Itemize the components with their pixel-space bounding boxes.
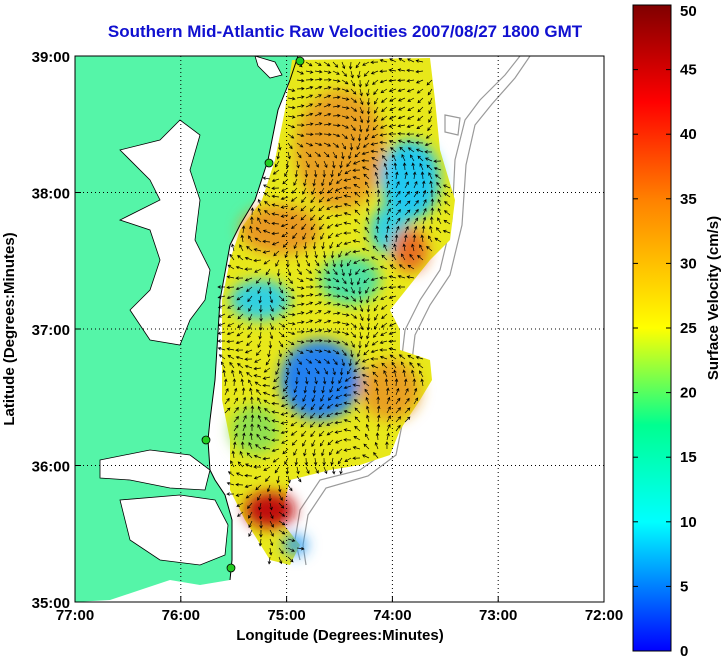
colorbar [632, 4, 672, 652]
chesapeake-bay [118, 119, 211, 346]
colorbar-tick-label: 35 [680, 191, 697, 208]
lat-tick-label: 38:00 [32, 186, 70, 203]
lon-tick-label: 73:00 [479, 607, 517, 624]
y-axis-title: Latitude (Degrees:Minutes) [1, 232, 18, 425]
lat-tick-label: 35:00 [32, 595, 70, 612]
tick-marks [75, 192, 499, 602]
colorbar-tick-label: 45 [680, 62, 697, 79]
map-title: Southern Mid-Atlantic Raw Velocities 200… [107, 22, 583, 41]
colorbar-tick-marks [633, 4, 671, 652]
colorbar-tick-label: 10 [680, 514, 697, 531]
colorbar-tick-label: 15 [680, 449, 697, 466]
colorbar-tick-label: 20 [680, 385, 697, 402]
lat-tick-label: 36:00 [32, 459, 70, 476]
lon-tick-label: 72:00 [585, 607, 623, 624]
lat-tick-label: 37:00 [32, 322, 70, 339]
site-markers [201, 56, 305, 573]
lat-tick-label: 39:00 [32, 49, 70, 66]
colorbar-tick-label: 0 [680, 643, 688, 659]
colorbar-tick-label: 25 [680, 320, 697, 337]
colorbar-tick-label: 40 [680, 126, 697, 143]
coastline [207, 56, 299, 581]
pamlico-sound [119, 494, 229, 566]
bathymetry-contours [294, 56, 531, 566]
lon-tick-label: 77:00 [56, 607, 94, 624]
grid-lines [75, 56, 604, 602]
colorbar-tick-label: 50 [680, 3, 697, 20]
colorbar-title: Surface Velocity (cm/s) [705, 216, 722, 380]
colorbar-tick-label: 30 [680, 255, 697, 272]
colorbar-tick-label: 5 [680, 578, 688, 595]
lon-tick-label: 76:00 [162, 607, 200, 624]
delaware-bay [254, 56, 283, 79]
lon-tick-label: 74:00 [373, 607, 411, 624]
lon-tick-label: 75:00 [267, 607, 305, 624]
x-axis-title: Longitude (Degrees:Minutes) [236, 627, 444, 644]
albemarle-sound [99, 449, 211, 491]
colorbar-tick-labels: 0 5 10 15 20 25 30 35 40 45 50 [680, 3, 697, 659]
